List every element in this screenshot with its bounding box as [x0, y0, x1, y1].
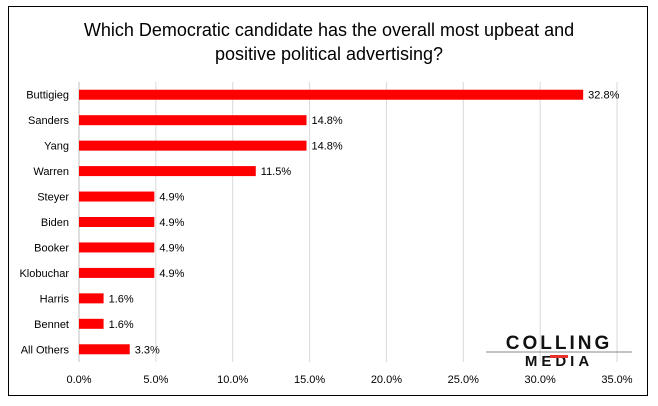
bar — [79, 191, 155, 202]
logo-line2: MEDIA — [525, 353, 593, 368]
data-label: 14.8% — [311, 115, 342, 127]
colling-media-logo: COLLING MEDIA — [486, 333, 632, 368]
data-label: 4.9% — [159, 217, 184, 229]
category-label: All Others — [21, 344, 70, 356]
data-label: 32.8% — [588, 90, 619, 102]
bar — [79, 89, 584, 100]
chart-title: Which Democratic candidate has the overa… — [0, 18, 658, 66]
x-tick-label: 25.0% — [448, 374, 479, 386]
category-label: Steyer — [37, 192, 69, 204]
data-label: 4.9% — [159, 192, 184, 204]
x-tick-label: 35.0% — [601, 374, 632, 386]
data-label: 4.9% — [159, 242, 184, 254]
category-label: Klobuchar — [19, 268, 69, 280]
x-tick-label: 0.0% — [66, 374, 91, 386]
category-label: Buttigieg — [26, 90, 69, 102]
bar — [79, 166, 256, 177]
data-label: 1.6% — [109, 319, 134, 331]
data-label: 14.8% — [311, 141, 342, 153]
bar — [79, 293, 104, 304]
bar — [79, 318, 104, 329]
category-label: Harris — [40, 293, 70, 305]
category-label: Biden — [41, 217, 69, 229]
data-label: 1.6% — [109, 293, 134, 305]
bar — [79, 267, 155, 278]
category-label: Bennet — [34, 319, 69, 331]
x-tick-label: 20.0% — [371, 374, 402, 386]
x-tick-label: 30.0% — [525, 374, 556, 386]
bar — [79, 242, 155, 253]
x-tick-label: 15.0% — [294, 374, 325, 386]
title-line-1: Which Democratic candidate has the overa… — [83, 20, 575, 40]
bar — [79, 217, 155, 227]
data-label: 11.5% — [261, 166, 292, 178]
bar — [79, 115, 307, 126]
bar — [79, 344, 130, 355]
category-label: Warren — [33, 166, 69, 178]
category-label: Booker — [34, 242, 69, 254]
title-line-2: positive political advertising? — [214, 44, 444, 64]
category-label: Sanders — [28, 115, 69, 127]
data-label: 3.3% — [135, 344, 160, 356]
x-tick-label: 10.0% — [217, 374, 248, 386]
chart-frame — [8, 6, 648, 396]
logo-line1: COLLING — [506, 333, 613, 354]
category-label: Yang — [44, 141, 69, 153]
bar — [79, 140, 307, 151]
x-tick-label: 5.0% — [143, 374, 168, 386]
data-label: 4.9% — [159, 268, 184, 280]
